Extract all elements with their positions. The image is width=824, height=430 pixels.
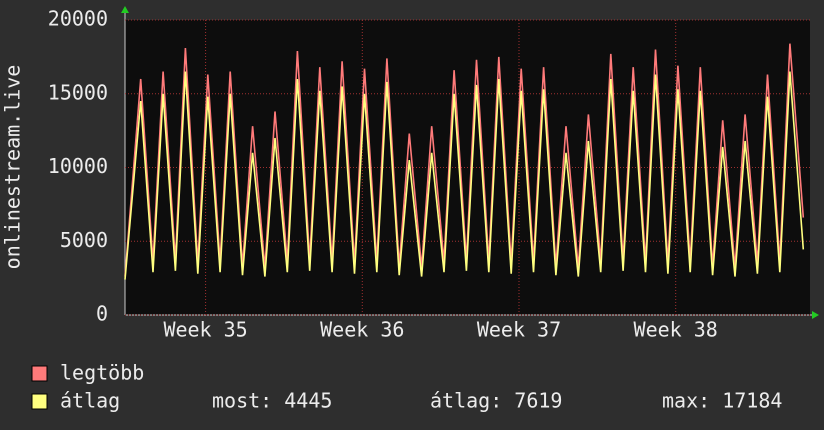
x-arrow bbox=[812, 311, 819, 319]
y-tick-label: 15000 bbox=[48, 80, 108, 104]
y-tick-label: 20000 bbox=[48, 7, 108, 31]
x-tick-label: Week 37 bbox=[477, 318, 561, 342]
x-tick-label: Week 38 bbox=[634, 318, 718, 342]
y-tick-label: 5000 bbox=[60, 228, 108, 252]
y-tick-label: 10000 bbox=[48, 154, 108, 178]
stat: max: 17184 bbox=[662, 389, 782, 413]
stat: most: 4445 bbox=[212, 389, 332, 413]
legend-swatch bbox=[31, 393, 48, 410]
y-arrow bbox=[121, 6, 129, 13]
y-axis-title: onlinestream.live bbox=[1, 65, 25, 270]
legend-swatch bbox=[31, 365, 48, 382]
x-tick-label: Week 35 bbox=[163, 318, 247, 342]
stat: átlag: 7619 bbox=[430, 389, 562, 413]
x-tick-label: Week 36 bbox=[320, 318, 404, 342]
series-line bbox=[124, 71, 805, 280]
legend-label: átlag bbox=[60, 389, 120, 413]
y-tick-label: 0 bbox=[96, 302, 108, 326]
legend-label: legtöbb bbox=[60, 361, 144, 385]
